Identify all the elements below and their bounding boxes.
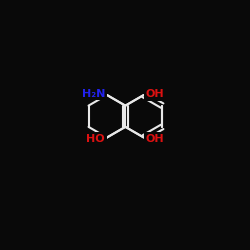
Text: H₂N: H₂N [82,89,105,99]
Text: HO: HO [86,134,105,144]
Text: OH: OH [145,134,164,143]
Text: OH: OH [145,89,164,99]
